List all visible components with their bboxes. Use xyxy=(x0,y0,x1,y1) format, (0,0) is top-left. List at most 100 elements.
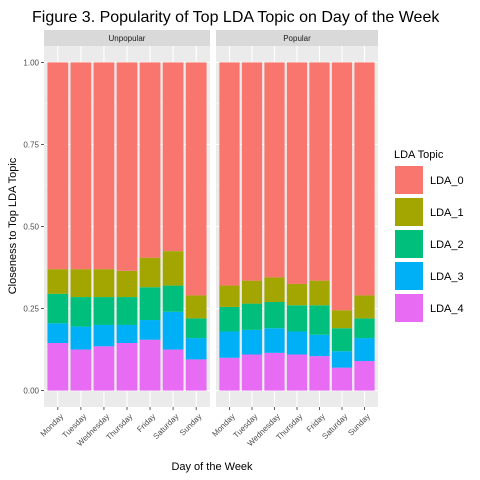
legend-swatch-lda-0 xyxy=(395,166,423,194)
bar-segment-lda-2 xyxy=(264,301,285,329)
bar-segment-lda-1 xyxy=(331,310,353,329)
bar-segment-lda-3 xyxy=(264,328,285,353)
bar-segment-lda-0 xyxy=(264,62,285,278)
bar-segment-lda-4 xyxy=(264,352,285,391)
bar-segment-lda-4 xyxy=(139,339,161,391)
bar-segment-lda-2 xyxy=(47,293,69,324)
bar-segment-lda-0 xyxy=(47,62,69,270)
bar-segment-lda-1 xyxy=(354,295,375,319)
bar-segment-lda-1 xyxy=(264,277,285,302)
bar-segment-lda-1 xyxy=(47,269,69,294)
facet-strip xyxy=(44,30,210,46)
bar-segment-lda-3 xyxy=(309,334,330,357)
bar-segment-lda-3 xyxy=(139,320,161,340)
bar-segment-lda-3 xyxy=(185,338,207,360)
bar-segment-lda-3 xyxy=(286,331,308,355)
bar-segment-lda-1 xyxy=(219,285,240,307)
facet-strip-label: Unpopular xyxy=(109,34,146,43)
bar-segment-lda-1 xyxy=(185,295,207,319)
bar-segment-lda-0 xyxy=(162,62,184,252)
bar-segment-lda-2 xyxy=(354,318,375,339)
legend-label: LDA_4 xyxy=(430,303,464,315)
legend-label: LDA_2 xyxy=(430,239,464,251)
bar-segment-lda-4 xyxy=(116,343,138,391)
bar-segment-lda-0 xyxy=(93,62,115,270)
bar-segment-lda-4 xyxy=(354,361,375,391)
bar-segment-lda-2 xyxy=(309,305,330,335)
legend-label: LDA_1 xyxy=(430,207,464,219)
bar-segment-lda-0 xyxy=(219,62,240,286)
bar-segment-lda-3 xyxy=(70,326,92,350)
facet-strip xyxy=(216,30,378,46)
bar-segment-lda-1 xyxy=(116,270,138,298)
bar-segment-lda-2 xyxy=(162,285,184,312)
y-tick-label: 1.00 xyxy=(23,58,39,67)
bar-segment-lda-2 xyxy=(219,306,240,332)
y-axis: 0.00 0.25 0.50 0.75 1.00 xyxy=(23,58,44,396)
y-tick-label: 0.75 xyxy=(23,140,39,149)
bar-segment-lda-3 xyxy=(219,331,240,358)
bar-segment-lda-0 xyxy=(70,62,92,270)
bar-segment-lda-1 xyxy=(309,280,330,306)
bar-segment-lda-3 xyxy=(241,329,263,355)
bar-segment-lda-0 xyxy=(354,62,375,296)
bar-segment-lda-4 xyxy=(162,349,184,391)
legend-title: LDA Topic xyxy=(394,149,444,161)
bar-segment-lda-1 xyxy=(286,283,308,306)
bar-segment-lda-1 xyxy=(70,269,92,298)
bar-segment-lda-2 xyxy=(139,287,161,321)
bar-segment-lda-2 xyxy=(70,297,92,327)
legend: LDA Topic LDA_0 LDA_1 LDA_2 LDA_3 LDA_4 xyxy=(394,149,464,322)
legend-swatch-lda-2 xyxy=(395,230,423,258)
bar-segment-lda-2 xyxy=(286,305,308,332)
x-axis-title: Day of the Week xyxy=(171,461,253,473)
y-tick-label: 0.00 xyxy=(23,387,39,396)
bar-segment-lda-3 xyxy=(331,351,353,368)
x-tick-label: Sunday xyxy=(346,412,372,438)
bar-segment-lda-2 xyxy=(241,303,263,330)
legend-label: LDA_0 xyxy=(430,175,464,187)
legend-swatch-lda-4 xyxy=(395,294,423,322)
x-tick-label: Saturday xyxy=(151,412,180,441)
bar-segment-lda-4 xyxy=(93,346,115,391)
bar-segment-lda-2 xyxy=(331,328,353,352)
bar-segment-lda-2 xyxy=(185,318,207,339)
legend-swatch-lda-1 xyxy=(395,198,423,226)
facet-strip-label: Popular xyxy=(283,34,311,43)
bar-segment-lda-2 xyxy=(116,297,138,325)
bar-segment-lda-4 xyxy=(286,354,308,391)
bar-segment-lda-4 xyxy=(241,354,263,391)
bar-segment-lda-1 xyxy=(93,269,115,298)
bar-segment-lda-3 xyxy=(354,338,375,362)
y-tick-label: 0.25 xyxy=(23,305,39,314)
bar-segment-lda-4 xyxy=(219,357,240,391)
bar-segment-lda-1 xyxy=(162,251,184,286)
bar-segment-lda-0 xyxy=(286,62,308,284)
bar-segment-lda-4 xyxy=(47,343,69,391)
x-tick-label: Sunday xyxy=(178,412,204,438)
bar-segment-lda-2 xyxy=(93,297,115,325)
bar-segment-lda-0 xyxy=(331,62,353,311)
bar-segment-lda-0 xyxy=(139,62,161,258)
bar-segment-lda-4 xyxy=(185,359,207,391)
bar-segment-lda-0 xyxy=(185,62,207,296)
bar-segment-lda-1 xyxy=(139,257,161,288)
legend-swatch-lda-3 xyxy=(395,262,423,290)
bar-segment-lda-0 xyxy=(116,62,138,271)
y-axis-title: Closeness to Top LDA Topic xyxy=(7,157,19,294)
bar-segment-lda-4 xyxy=(309,356,330,391)
bar-segment-lda-0 xyxy=(241,62,263,281)
y-tick-label: 0.50 xyxy=(23,223,39,232)
bar-segment-lda-3 xyxy=(47,323,69,344)
bar-segment-lda-3 xyxy=(116,324,138,344)
chart-title: Figure 3. Popularity of Top LDA Topic on… xyxy=(32,9,440,26)
bar-segment-lda-3 xyxy=(93,324,115,347)
legend-label: LDA_3 xyxy=(430,271,464,283)
bar-segment-lda-4 xyxy=(331,367,353,391)
bar-segment-lda-1 xyxy=(241,280,263,304)
bar-segment-lda-3 xyxy=(162,311,184,350)
